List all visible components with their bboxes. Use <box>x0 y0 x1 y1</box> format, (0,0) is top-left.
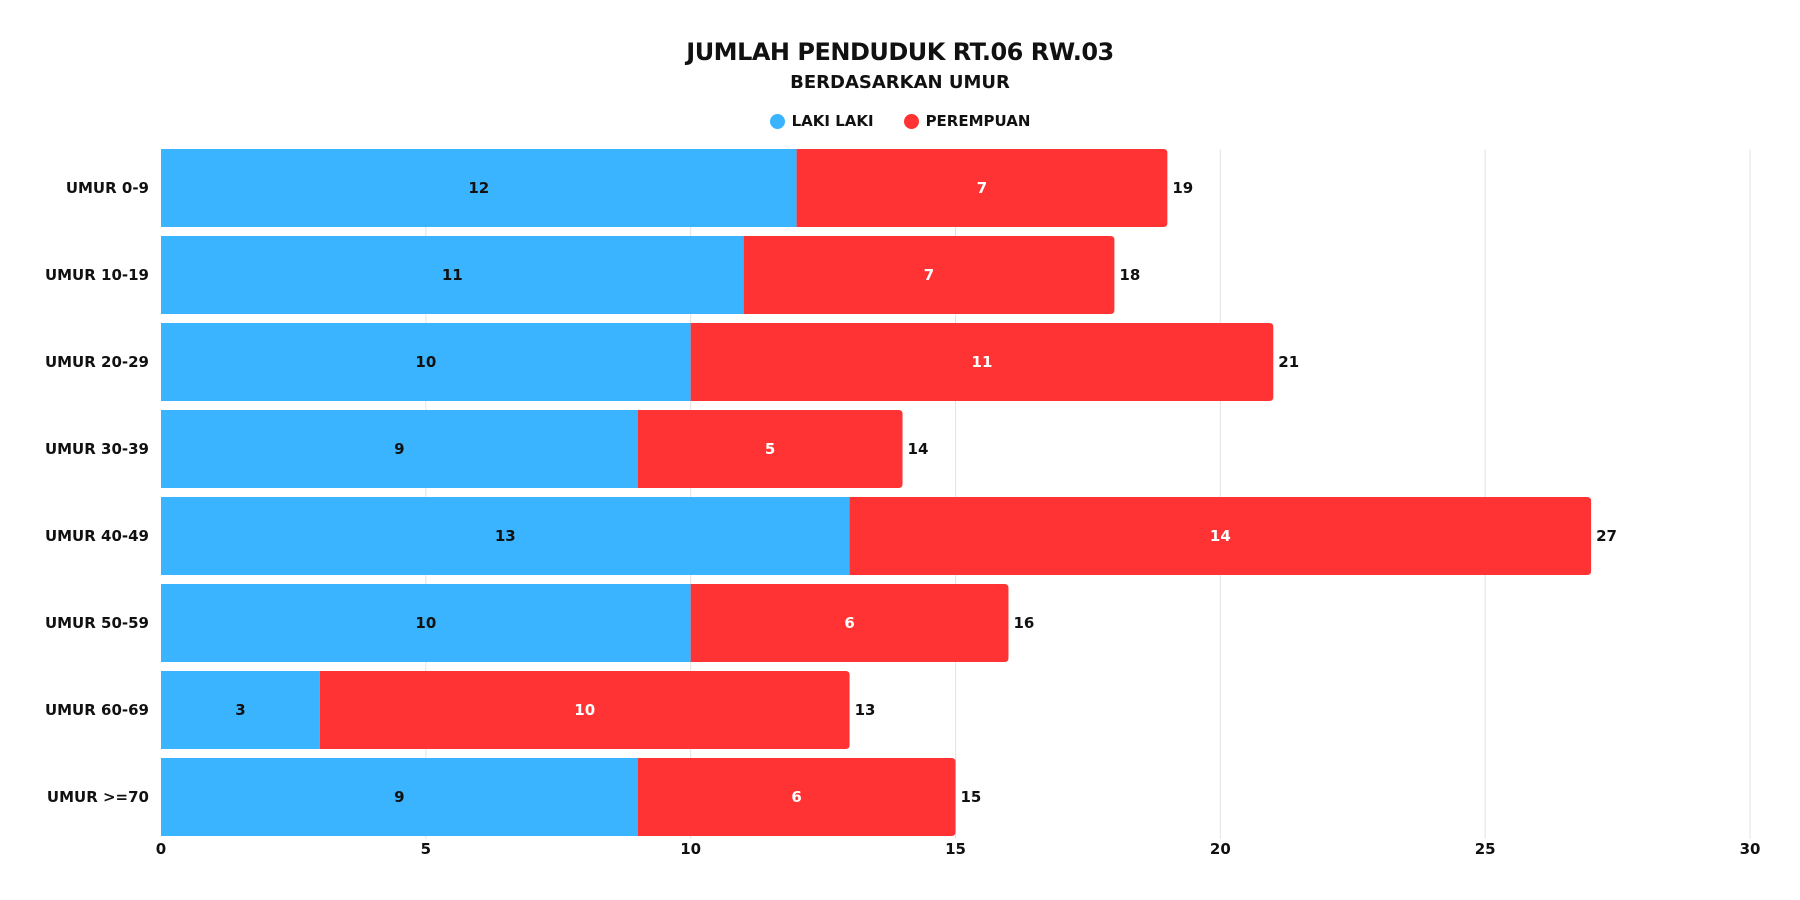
category-label-umur-20-29: UMUR 20-29 <box>45 353 149 371</box>
data-label-perempuan-umur-gte-70: 6 <box>791 788 801 806</box>
data-label-perempuan-umur-60-69: 10 <box>574 701 595 719</box>
bar-laki-laki-umur-50-59 <box>161 584 691 662</box>
total-label-umur-gte-70: 15 <box>961 788 982 806</box>
chart-title: JUMLAH PENDUDUK RT.06 RW.03 <box>686 38 1114 66</box>
bar-perempuan-umur-gte-70 <box>637 758 956 836</box>
bar-perempuan-umur-40-49 <box>849 497 1592 575</box>
data-label-perempuan-umur-0-9: 7 <box>977 179 987 197</box>
data-label-perempuan-umur-20-29: 11 <box>972 353 993 371</box>
category-label-umur-50-59: UMUR 50-59 <box>45 614 149 632</box>
category-label-umur-60-69: UMUR 60-69 <box>45 701 149 719</box>
total-label-umur-10-19: 18 <box>1119 266 1140 284</box>
data-label-laki-laki-umur-40-49: 13 <box>495 527 516 545</box>
bar-laki-laki-umur-30-39 <box>161 410 638 488</box>
category-label-umur-30-39: UMUR 30-39 <box>45 440 149 458</box>
data-label-laki-laki-umur-gte-70: 9 <box>394 788 404 806</box>
x-tick-label-20: 20 <box>1210 840 1231 858</box>
x-tick-label-5: 5 <box>421 840 431 858</box>
data-label-perempuan-umur-30-39: 5 <box>765 440 775 458</box>
category-label-umur-0-9: UMUR 0-9 <box>66 179 149 197</box>
category-label-umur-10-19: UMUR 10-19 <box>45 266 149 284</box>
bar-perempuan-umur-10-19 <box>743 236 1115 314</box>
bar-laki-laki-umur-10-19 <box>161 236 744 314</box>
bar-perempuan-umur-50-59 <box>690 584 1009 662</box>
legend-item-laki-laki[interactable]: LAKI LAKI <box>769 112 874 130</box>
total-label-umur-0-9: 19 <box>1172 179 1193 197</box>
total-label-umur-30-39: 14 <box>908 440 929 458</box>
chart-subtitle: BERDASARKAN UMUR <box>790 72 1010 93</box>
legend: LAKI LAKI PEREMPUAN <box>0 112 1800 130</box>
x-tick-label-25: 25 <box>1475 840 1496 858</box>
total-label-umur-50-59: 16 <box>1013 614 1034 632</box>
data-label-laki-laki-umur-0-9: 12 <box>468 179 489 197</box>
data-label-laki-laki-umur-10-19: 11 <box>442 266 463 284</box>
legend-swatch-laki-laki <box>769 113 785 129</box>
bar-laki-laki-umur-60-69 <box>161 671 320 749</box>
data-label-perempuan-umur-50-59: 6 <box>844 614 854 632</box>
legend-label-laki-laki: LAKI LAKI <box>791 112 874 130</box>
data-label-laki-laki-umur-30-39: 9 <box>394 440 404 458</box>
x-tick-label-15: 15 <box>945 840 966 858</box>
data-label-perempuan-umur-10-19: 7 <box>924 266 934 284</box>
bar-laki-laki-umur-40-49 <box>161 497 850 575</box>
total-label-umur-60-69: 13 <box>855 701 876 719</box>
bar-perempuan-umur-30-39 <box>637 410 903 488</box>
legend-swatch-perempuan <box>903 113 919 129</box>
bar-perempuan-umur-0-9 <box>796 149 1168 227</box>
bar-laki-laki-umur-gte-70 <box>161 758 638 836</box>
data-label-laki-laki-umur-60-69: 3 <box>235 701 245 719</box>
legend-label-perempuan: PEREMPUAN <box>925 112 1031 130</box>
bar-perempuan-umur-20-29 <box>690 323 1274 401</box>
bar-laki-laki-umur-0-9 <box>161 149 797 227</box>
bar-perempuan-umur-60-69 <box>319 671 850 749</box>
total-label-umur-40-49: 27 <box>1596 527 1617 545</box>
legend-item-perempuan[interactable]: PEREMPUAN <box>903 112 1031 130</box>
data-label-laki-laki-umur-50-59: 10 <box>415 614 436 632</box>
category-label-umur-gte-70: UMUR >=70 <box>47 788 149 806</box>
x-tick-label-0: 0 <box>156 840 166 858</box>
data-label-perempuan-umur-40-49: 14 <box>1210 527 1231 545</box>
x-tick-label-10: 10 <box>680 840 701 858</box>
x-tick-label-30: 30 <box>1740 840 1761 858</box>
bar-laki-laki-umur-20-29 <box>161 323 691 401</box>
category-label-umur-40-49: UMUR 40-49 <box>45 527 149 545</box>
total-label-umur-20-29: 21 <box>1278 353 1299 371</box>
data-label-laki-laki-umur-20-29: 10 <box>415 353 436 371</box>
